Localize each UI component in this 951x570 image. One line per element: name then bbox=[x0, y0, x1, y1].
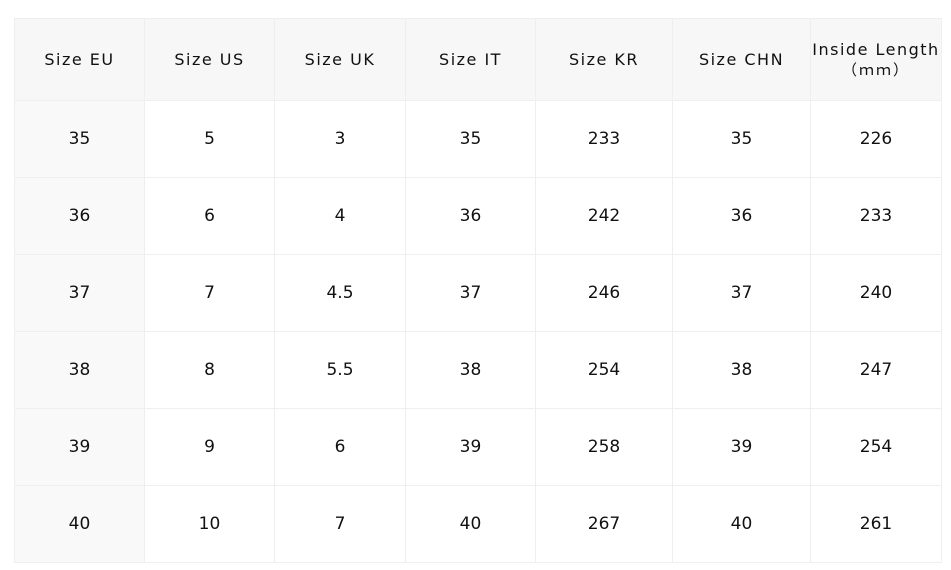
header-row: Size EU Size US Size UK Size IT Size KR Size … bbox=[14, 18, 942, 101]
header-cell: Size EU bbox=[14, 18, 145, 101]
header-text: Size CHN bbox=[698, 50, 785, 69]
table-cell: 254 bbox=[535, 331, 673, 409]
table-cell: 240 bbox=[810, 254, 942, 332]
header-text: Size US bbox=[174, 50, 245, 69]
table-body: 35 5 3 35 233 35 226 36 6 4 36 242 36 233 37 7 4.5 37 246 3… bbox=[14, 100, 942, 563]
header-text: Size EU bbox=[44, 50, 115, 69]
table-cell: 36 bbox=[672, 177, 811, 255]
table-cell: 258 bbox=[535, 408, 673, 486]
table-cell: 246 bbox=[535, 254, 673, 332]
table-cell: 38 bbox=[405, 331, 536, 409]
header-text: Inside Length bbox=[812, 39, 940, 59]
table-cell: 9 bbox=[144, 408, 275, 486]
table-row: 39 9 6 39 258 39 254 bbox=[14, 408, 942, 486]
table-cell: 6 bbox=[144, 177, 275, 255]
header-cell: Inside Length （ｍｍ） bbox=[810, 18, 942, 101]
header-cell: Size CHN bbox=[672, 18, 811, 101]
table-cell: 10 bbox=[144, 485, 275, 563]
table-cell: 267 bbox=[535, 485, 673, 563]
table-cell: 247 bbox=[810, 331, 942, 409]
table-cell: 38 bbox=[14, 331, 145, 409]
table-cell: 36 bbox=[405, 177, 536, 255]
table-cell: 254 bbox=[810, 408, 942, 486]
table-cell: 226 bbox=[810, 100, 942, 178]
table-cell: 5 bbox=[144, 100, 275, 178]
table-cell: 233 bbox=[535, 100, 673, 178]
table-cell: 36 bbox=[14, 177, 145, 255]
table-cell: 35 bbox=[14, 100, 145, 178]
table-cell: 7 bbox=[144, 254, 275, 332]
header-text: Size UK bbox=[304, 50, 376, 69]
table-cell: 37 bbox=[405, 254, 536, 332]
header-cell: Size UK bbox=[274, 18, 406, 101]
table-cell: 37 bbox=[672, 254, 811, 332]
table-cell: 5.5 bbox=[274, 331, 406, 409]
header-cell: Size KR bbox=[535, 18, 673, 101]
header-unit: （ｍｍ） bbox=[841, 60, 910, 79]
table-cell: 4.5 bbox=[274, 254, 406, 332]
table-cell: 8 bbox=[144, 331, 275, 409]
table-cell: 233 bbox=[810, 177, 942, 255]
table-cell: 261 bbox=[810, 485, 942, 563]
table-cell: 37 bbox=[14, 254, 145, 332]
table-row: 35 5 3 35 233 35 226 bbox=[14, 100, 942, 178]
table-cell: 39 bbox=[14, 408, 145, 486]
table-row: 40 10 7 40 267 40 261 bbox=[14, 485, 942, 563]
header-cell: Size US bbox=[144, 18, 275, 101]
header-text: Size IT bbox=[439, 50, 502, 69]
table-row: 36 6 4 36 242 36 233 bbox=[14, 177, 942, 255]
header-text: Size KR bbox=[568, 50, 640, 69]
table-cell: 39 bbox=[405, 408, 536, 486]
table-cell: 40 bbox=[672, 485, 811, 563]
table-row: 38 8 5.5 38 254 38 247 bbox=[14, 331, 942, 409]
header-cell: Size IT bbox=[405, 18, 536, 101]
table-cell: 242 bbox=[535, 177, 673, 255]
table-cell: 35 bbox=[672, 100, 811, 178]
table-cell: 39 bbox=[672, 408, 811, 486]
table-cell: 38 bbox=[672, 331, 811, 409]
table-row: 37 7 4.5 37 246 37 240 bbox=[14, 254, 942, 332]
table-cell: 4 bbox=[274, 177, 406, 255]
table-cell: 6 bbox=[274, 408, 406, 486]
table-cell: 35 bbox=[405, 100, 536, 178]
size-table: Size EU Size US Size UK Size IT Size KR Size … bbox=[14, 18, 942, 563]
table-cell: 40 bbox=[14, 485, 145, 563]
table-cell: 3 bbox=[274, 100, 406, 178]
table-cell: 40 bbox=[405, 485, 536, 563]
table-cell: 7 bbox=[274, 485, 406, 563]
